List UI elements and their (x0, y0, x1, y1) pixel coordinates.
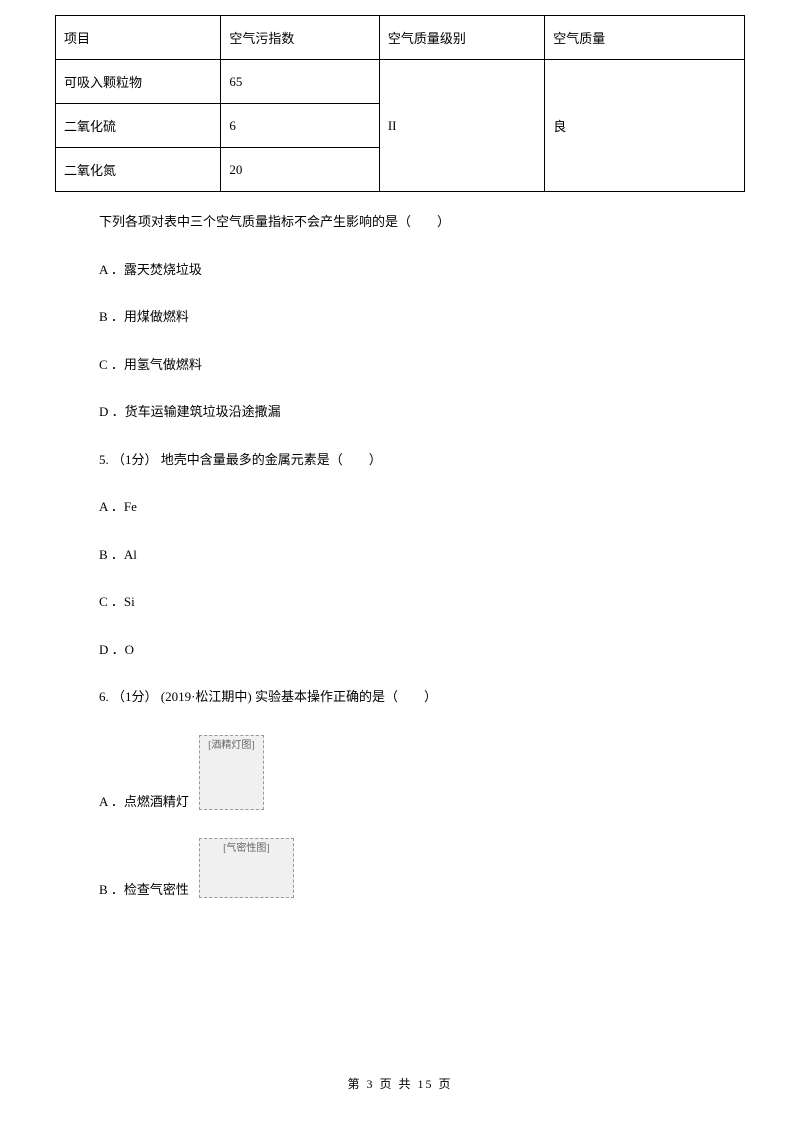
q6-text: 6. （1分） (2019·松江期中) 实验基本操作正确的是（ ） (99, 687, 745, 707)
q4-opt-c: C ．用氢气做燃料 (99, 355, 745, 375)
q4-opt-b: B ．用煤做燃料 (99, 307, 745, 327)
th-level: 空气质量级别 (379, 16, 544, 60)
th-index: 空气污指数 (221, 16, 379, 60)
cell-r2-c2: 6 (221, 104, 379, 148)
q6-opt-a: A ．点燃酒精灯 (99, 791, 189, 810)
q5-opt-d: D ．O (99, 640, 745, 660)
q5-opt-b: B ．Al (99, 545, 745, 565)
cell-quality: 良 (545, 60, 745, 192)
cell-level: II (379, 60, 544, 192)
cell-r1-c1: 可吸入颗粒物 (56, 60, 221, 104)
th-quality: 空气质量 (545, 16, 745, 60)
cell-r3-c1: 二氧化氮 (56, 148, 221, 192)
q5-opt-c: C ．Si (99, 592, 745, 612)
q6-opt-a-container: A ．点燃酒精灯 [酒精灯图] (99, 735, 745, 810)
q4-opt-d: D ．货车运输建筑垃圾沿途撒漏 (99, 402, 745, 422)
cell-r2-c1: 二氧化硫 (56, 104, 221, 148)
q4-text: 下列各项对表中三个空气质量指标不会产生影响的是（ ） (99, 212, 745, 232)
alcohol-lamp-image: [酒精灯图] (199, 735, 264, 810)
cell-r3-c2: 20 (221, 148, 379, 192)
q5-text: 5. （1分） 地壳中含量最多的金属元素是（ ） (99, 450, 745, 470)
page-footer: 第 3 页 共 15 页 (0, 1075, 800, 1092)
q6-opt-b: B ．检查气密性 (99, 879, 189, 898)
airtight-check-image: [气密性图] (199, 838, 294, 898)
air-quality-table: 项目 空气污指数 空气质量级别 空气质量 可吸入颗粒物 65 II 良 二氧化硫… (55, 15, 745, 192)
q6-opt-b-container: B ．检查气密性 [气密性图] (99, 838, 745, 898)
q4-opt-a: A ．露天焚烧垃圾 (99, 260, 745, 280)
cell-r1-c2: 65 (221, 60, 379, 104)
th-project: 项目 (56, 16, 221, 60)
q5-opt-a: A ．Fe (99, 497, 745, 517)
